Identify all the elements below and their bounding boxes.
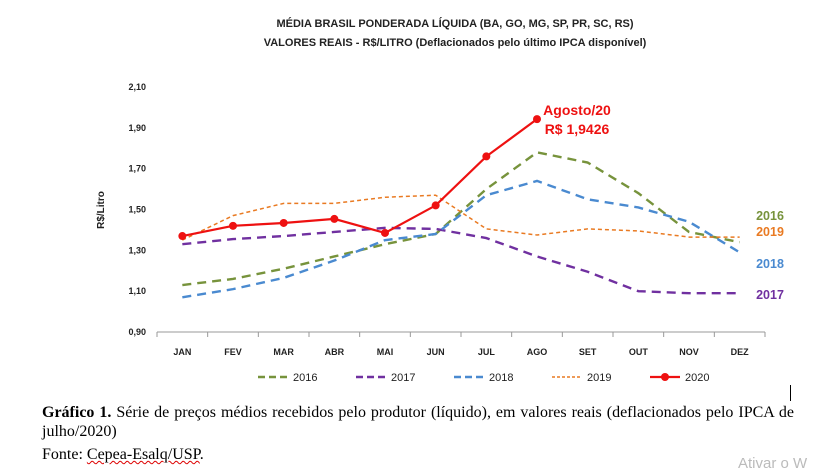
x-tick-label: JAN — [173, 347, 191, 357]
series-line-2018 — [182, 179, 741, 299]
x-tick-label: DEZ — [731, 347, 750, 357]
x-tick-label: OUT — [629, 347, 649, 357]
activation-watermark: Ativar o W — [738, 455, 808, 472]
legend-label-2018: 2018 — [489, 372, 513, 384]
data-point-2020 — [482, 152, 491, 161]
x-tick-label: JUL — [478, 347, 496, 357]
caption-label: Gráfico 1. — [42, 404, 112, 421]
series-line-2016 — [182, 151, 740, 287]
legend-label-2020: 2020 — [685, 372, 709, 384]
text-cursor — [790, 385, 791, 401]
y-axis-label: R$/Litro — [96, 191, 107, 229]
x-tick-label: MAI — [377, 347, 394, 357]
legend-label-2016: 2016 — [293, 372, 317, 384]
figure-caption: Gráfico 1. Série de preços médios recebi… — [42, 403, 794, 441]
data-point-2020 — [178, 232, 187, 241]
data-point-2020 — [431, 201, 440, 210]
x-tick-label: AGO — [527, 347, 548, 357]
source-suffix: . — [199, 446, 204, 463]
x-tick-label: SET — [579, 347, 597, 357]
data-point-2020 — [279, 218, 288, 227]
legend-marker-2020 — [661, 373, 669, 381]
chart-title: MÉDIA BRASIL PONDERADA LÍQUIDA (BA, GO, … — [276, 17, 633, 30]
x-tick-label: ABR — [325, 347, 345, 357]
x-tick-label: FEV — [224, 347, 242, 357]
y-tick-label: 1,70 — [128, 164, 146, 174]
y-tick-label: 1,50 — [128, 205, 146, 215]
data-point-2020 — [533, 115, 541, 124]
series-end-label-2016: 2016 — [756, 209, 784, 223]
data-point-2020 — [229, 221, 237, 230]
source-prefix: Fonte: — [42, 446, 87, 463]
y-tick-label: 0,90 — [128, 327, 146, 337]
source-line: Fonte: Cepea-Esalq/USP. — [42, 446, 204, 464]
series-end-label-2019: 2019 — [756, 225, 784, 239]
y-tick-label: 1,10 — [128, 286, 146, 296]
series-end-label-2018: 2018 — [756, 257, 784, 271]
caption-text: Série de preços médios recebidos pelo pr… — [42, 404, 795, 440]
chart-subtitle: VALORES REAIS - R$/LITRO (Deflacionados … — [264, 37, 647, 49]
legend-label-2019: 2019 — [587, 372, 611, 384]
x-tick-label: NOV — [679, 347, 699, 357]
annotation-line2: R$ 1,9426 — [545, 121, 610, 137]
x-tick-label: MAR — [273, 347, 294, 357]
data-point-2020 — [330, 214, 339, 223]
series-line-2019 — [182, 194, 740, 241]
series-end-label-2017: 2017 — [756, 288, 784, 302]
y-tick-label: 1,90 — [128, 123, 146, 133]
y-tick-label: 2,10 — [128, 82, 146, 92]
line-chart: MÉDIA BRASIL PONDERADA LÍQUIDA (BA, GO, … — [96, 17, 784, 384]
source-name: Cepea-Esalq/USP — [86, 446, 200, 463]
annotation-line1: Agosto/20 — [543, 102, 611, 118]
data-point-2020 — [381, 228, 389, 237]
x-tick-label: JUN — [427, 347, 445, 357]
series-line-2020 — [182, 118, 538, 238]
legend-label-2017: 2017 — [391, 372, 415, 384]
series-line-2017 — [182, 226, 740, 295]
y-tick-label: 1,30 — [128, 245, 146, 255]
